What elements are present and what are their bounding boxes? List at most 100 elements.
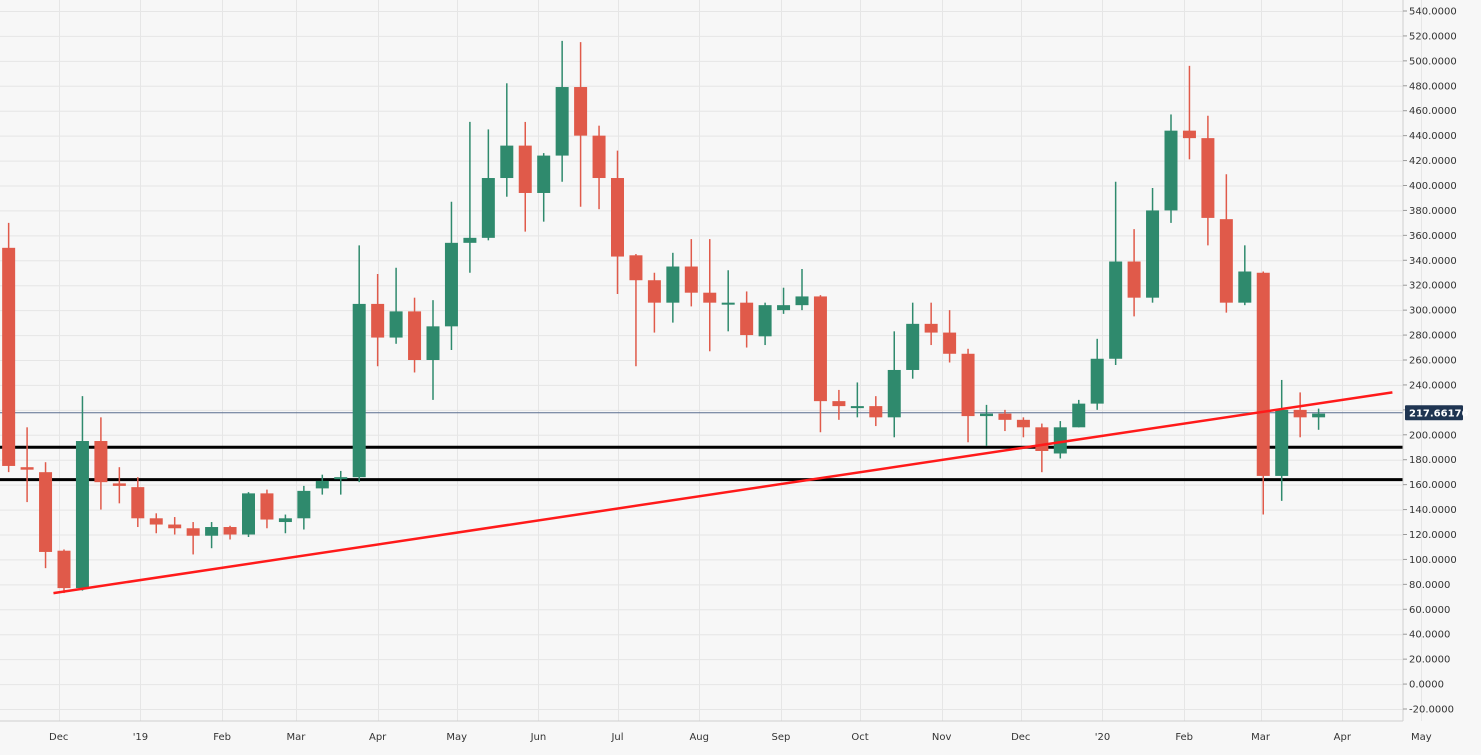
candle[interactable]: [684, 239, 698, 307]
candle[interactable]: [1109, 181, 1123, 365]
candle[interactable]: [1312, 408, 1326, 430]
horizontal-lines: [0, 412, 1403, 482]
candle[interactable]: [1293, 392, 1307, 438]
y-tick-label: 20.0000: [1409, 655, 1450, 666]
y-tick-label: 520.0000: [1409, 31, 1457, 42]
candle[interactable]: [39, 462, 53, 569]
candle[interactable]: [869, 396, 883, 427]
candle[interactable]: [334, 470, 348, 495]
candle[interactable]: [1201, 115, 1215, 246]
y-tick-label: 200.0000: [1409, 430, 1457, 441]
y-tick-label: 340.0000: [1409, 256, 1457, 267]
candle[interactable]: [242, 492, 255, 537]
trendline[interactable]: [53, 391, 1393, 595]
candle[interactable]: [94, 417, 108, 510]
candle[interactable]: [1238, 245, 1252, 306]
candle[interactable]: [1275, 379, 1289, 501]
candle-body: [1201, 138, 1215, 218]
candle[interactable]: [1053, 421, 1067, 459]
candle[interactable]: [1127, 229, 1141, 317]
candle[interactable]: [1146, 187, 1160, 303]
candle-body: [537, 155, 551, 193]
candle[interactable]: [777, 287, 791, 314]
candle[interactable]: [629, 254, 643, 367]
candle[interactable]: [371, 273, 385, 367]
candle-body: [980, 413, 993, 417]
candle[interactable]: [389, 267, 403, 344]
candle[interactable]: [647, 272, 661, 333]
candle[interactable]: [223, 525, 237, 540]
candle-body: [813, 296, 827, 402]
y-tick-label: 320.0000: [1409, 281, 1457, 292]
time-axis[interactable]: Dec '19 Feb Mar Apr May Jun Jul Aug Sep Oct Nov Dec '…: [49, 732, 1432, 743]
candle[interactable]: [850, 382, 864, 418]
candle-body: [869, 406, 883, 418]
candle[interactable]: [500, 83, 514, 197]
candle[interactable]: [186, 522, 200, 555]
candle[interactable]: [408, 297, 422, 373]
candle-body: [850, 406, 864, 409]
y-tick-label: 540.0000: [1409, 7, 1457, 18]
x-tick-label: Dec: [49, 732, 68, 743]
candle-body: [906, 323, 920, 370]
candle[interactable]: [297, 485, 311, 530]
x-tick-label: '20: [1095, 732, 1110, 743]
candle[interactable]: [758, 302, 772, 346]
candle[interactable]: [703, 239, 717, 352]
candle[interactable]: [980, 404, 993, 447]
candle[interactable]: [721, 270, 735, 332]
candle[interactable]: [666, 252, 680, 323]
candle[interactable]: [2, 222, 16, 473]
x-tick-label: Jul: [610, 732, 623, 743]
candle-body: [721, 302, 735, 305]
candle[interactable]: [444, 201, 458, 351]
candle[interactable]: [352, 245, 366, 483]
y-tick-label: 300.0000: [1409, 306, 1457, 317]
candle-body: [500, 145, 514, 179]
candle[interactable]: [205, 522, 219, 549]
candle[interactable]: [1256, 271, 1270, 515]
candle[interactable]: [57, 549, 71, 594]
candle[interactable]: [260, 489, 274, 529]
candle[interactable]: [278, 514, 292, 534]
candle[interactable]: [149, 513, 163, 534]
candle[interactable]: [1182, 65, 1196, 160]
candle[interactable]: [832, 389, 846, 420]
candle[interactable]: [1072, 399, 1086, 428]
candle[interactable]: [168, 517, 182, 535]
candle[interactable]: [924, 302, 938, 346]
candle[interactable]: [1164, 114, 1178, 223]
price-axis[interactable]: 540.0000 520.0000 500.0000 480.0000 460.0000…: [1403, 7, 1457, 716]
candle[interactable]: [131, 477, 145, 528]
candle[interactable]: [943, 310, 957, 363]
candle-body: [39, 472, 53, 552]
candle[interactable]: [961, 348, 975, 443]
candle-body: [943, 332, 957, 354]
candle[interactable]: [75, 396, 89, 591]
candle[interactable]: [555, 40, 569, 182]
candle[interactable]: [1090, 338, 1104, 410]
candle[interactable]: [906, 302, 920, 379]
candle[interactable]: [887, 331, 901, 438]
candle[interactable]: [1016, 417, 1030, 438]
candle[interactable]: [481, 129, 495, 241]
candle[interactable]: [518, 121, 532, 232]
candle-body: [924, 323, 938, 333]
candle-body: [334, 477, 348, 480]
candle[interactable]: [574, 42, 588, 207]
x-tick-label: Apr: [369, 732, 387, 743]
candle[interactable]: [463, 121, 477, 273]
candle[interactable]: [813, 295, 827, 433]
candle[interactable]: [20, 427, 34, 503]
candle[interactable]: [998, 409, 1012, 432]
candle[interactable]: [537, 153, 551, 222]
candle[interactable]: [592, 125, 606, 210]
candle[interactable]: [1219, 174, 1233, 313]
candle[interactable]: [426, 300, 440, 400]
candle[interactable]: [112, 467, 126, 504]
candle[interactable]: [795, 269, 809, 311]
candle[interactable]: [611, 150, 624, 294]
candle[interactable]: [315, 474, 329, 495]
candle[interactable]: [740, 291, 754, 348]
